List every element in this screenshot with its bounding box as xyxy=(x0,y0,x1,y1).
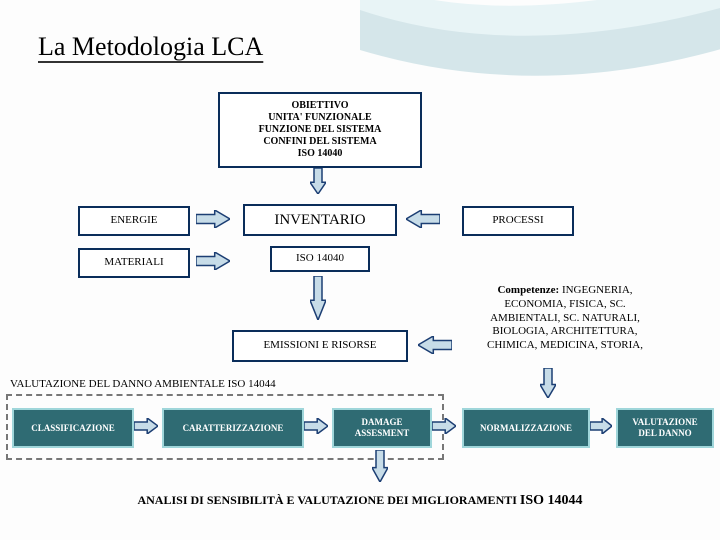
arrow-right-7 xyxy=(134,418,158,439)
arrow-left-3 xyxy=(406,210,440,233)
page-title: La Metodologia LCA xyxy=(38,32,263,62)
teal-box-0: CLASSIFICAZIONE xyxy=(12,408,134,448)
box-processi: PROCESSI xyxy=(462,206,574,236)
arrow-right-8 xyxy=(304,418,328,439)
teal-box-2: DAMAGE ASSESMENT xyxy=(332,408,432,448)
box-iso14040: ISO 14040 xyxy=(270,246,370,272)
teal-box-4: VALUTAZIONE DEL DANNO xyxy=(616,408,714,448)
box-energie: ENERGIE xyxy=(78,206,190,236)
competenze-text: Competenze: INGEGNERIA, ECONOMIA, FISICA… xyxy=(470,284,660,353)
bottom-analysis-text: ANALISI DI SENSIBILITÀ E VALUTAZIONE DEI… xyxy=(110,492,610,510)
arrow-down-0 xyxy=(310,168,326,199)
box-obiettivo: OBIETTIVOUNITA' FUNZIONALEFUNZIONE DEL S… xyxy=(218,92,422,168)
teal-box-3: NORMALIZZAZIONE xyxy=(462,408,590,448)
box-materiali: MATERIALI xyxy=(78,248,190,278)
box-inventario: INVENTARIO xyxy=(243,204,397,236)
section-label: VALUTAZIONE DEL DANNO AMBIENTALE ISO 140… xyxy=(10,378,276,392)
arrow-right-9 xyxy=(432,418,456,439)
arrow-down-4 xyxy=(310,276,326,325)
arrow-right-1 xyxy=(196,210,230,233)
arrow-left-5 xyxy=(418,336,452,359)
box-emissioni: EMISSIONI E RISORSE xyxy=(232,330,408,362)
arrow-down-6 xyxy=(540,368,556,403)
arrow-right-2 xyxy=(196,252,230,275)
arrow-down-11 xyxy=(372,450,388,487)
teal-box-1: CARATTERIZZAZIONE xyxy=(162,408,304,448)
arrow-right-10 xyxy=(590,418,612,439)
